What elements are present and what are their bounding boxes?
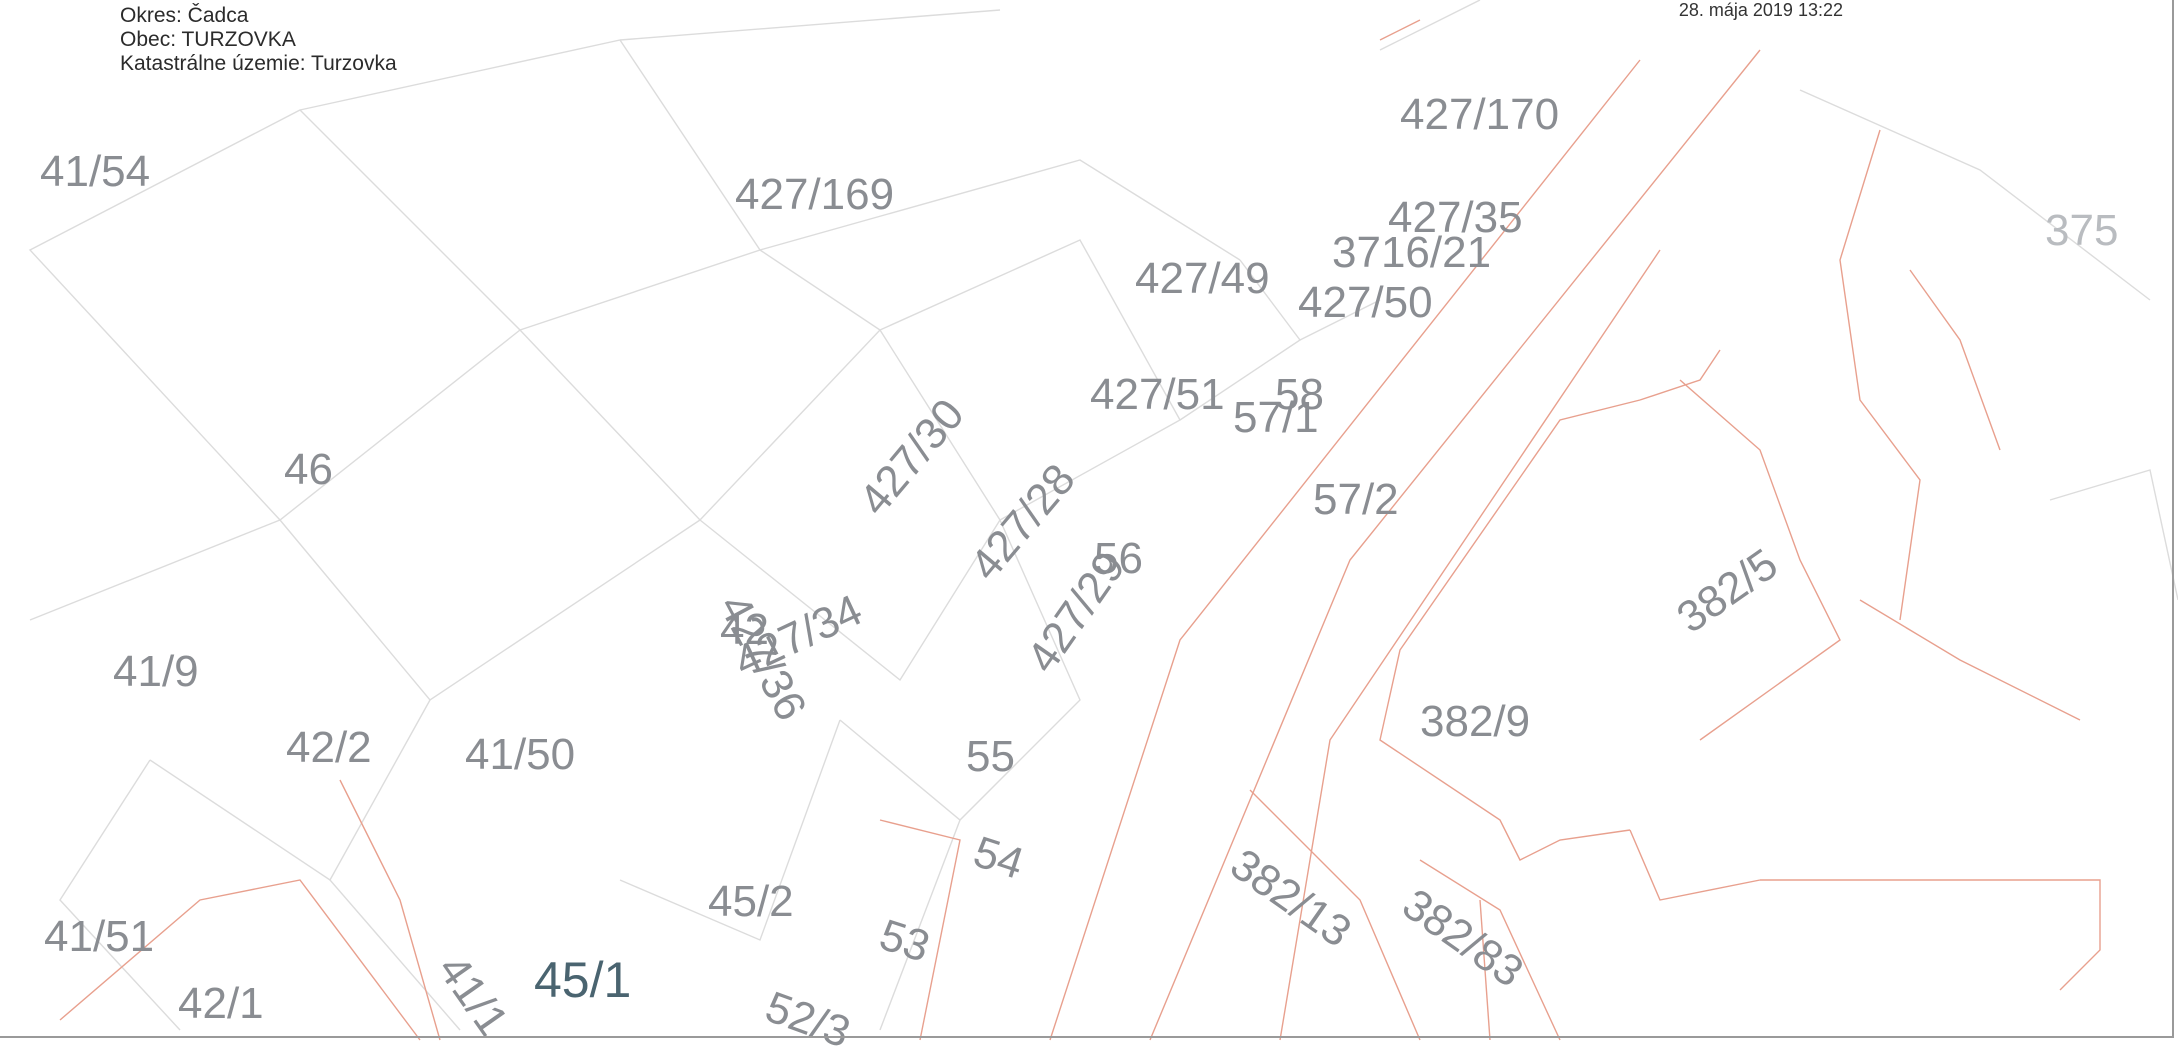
parcel-46[interactable]: 46 (284, 445, 333, 494)
parcel-427-170[interactable]: 427/170 (1400, 90, 1560, 139)
parcel-57-1[interactable]: 57/1 (1233, 393, 1319, 442)
parcel-427-169[interactable]: 427/169 (735, 170, 895, 219)
parcel-45-1[interactable]: 45/1 (534, 952, 632, 1008)
parcel-427-51[interactable]: 427/51 (1090, 370, 1225, 419)
print-timestamp: 28. mája 2019 13:22 (1678, 0, 1843, 20)
parcel-42[interactable]: 42 (720, 605, 769, 654)
parcel-3716-21[interactable]: 3716/21 (1332, 228, 1492, 277)
parcel-427-50[interactable]: 427/50 (1298, 278, 1433, 327)
parcel-375[interactable]: 375 (2045, 206, 2119, 255)
parcel-41-54[interactable]: 41/54 (40, 147, 151, 196)
okres-label: Okres: Čadca (120, 4, 249, 27)
obec-label: Obec: TURZOVKA (120, 28, 296, 51)
parcel-427-49[interactable]: 427/49 (1135, 254, 1270, 303)
parcel-56[interactable]: 56 (1094, 534, 1143, 583)
parcel-41-51[interactable]: 41/51 (44, 912, 155, 961)
parcel-41-9[interactable]: 41/9 (113, 647, 199, 696)
parcel-55[interactable]: 55 (966, 732, 1015, 781)
parcel-45-2[interactable]: 45/2 (708, 877, 794, 926)
katastralne-uzemie-label: Katastrálne územie: Turzovka (120, 52, 397, 75)
parcel-41-50[interactable]: 41/50 (465, 730, 576, 779)
parcel-58[interactable]: 58 (1275, 370, 1324, 419)
parcel-427-35[interactable]: 427/35 (1388, 193, 1523, 242)
parcel-382-9[interactable]: 382/9 (1420, 697, 1531, 746)
parcel-42-1[interactable]: 42/1 (178, 979, 264, 1028)
map-header: Okres: Čadca Obec: TURZOVKA Katastrálne … (120, 4, 397, 76)
parcel-57-2[interactable]: 57/2 (1313, 475, 1399, 524)
parcel-42-2[interactable]: 42/2 (286, 723, 372, 772)
